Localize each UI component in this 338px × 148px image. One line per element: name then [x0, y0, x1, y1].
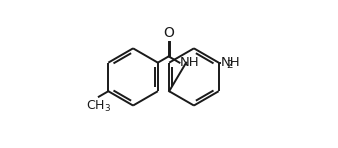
Text: NH: NH	[180, 56, 200, 69]
Text: 2: 2	[226, 60, 233, 70]
Text: NH: NH	[221, 56, 240, 69]
Text: CH$_3$: CH$_3$	[86, 98, 111, 114]
Text: O: O	[163, 26, 174, 40]
